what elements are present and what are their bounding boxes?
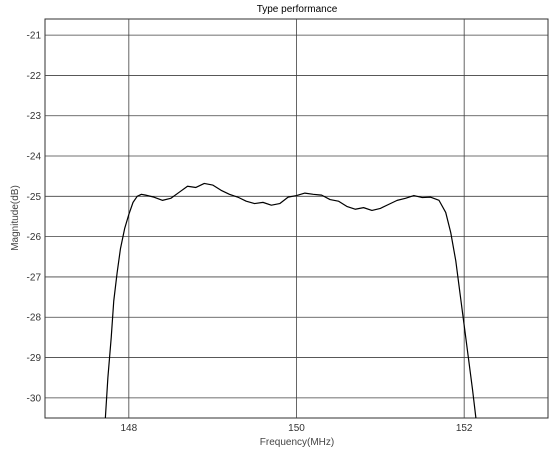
- x-axis-label: Frequency(MHz): [260, 437, 334, 448]
- y-tick-label: -24: [27, 152, 42, 163]
- x-tick-label: 148: [120, 423, 137, 434]
- y-tick-label: -25: [27, 192, 42, 203]
- y-tick-label: -27: [27, 272, 42, 283]
- y-axis-label: Magnitude(dB): [10, 185, 21, 251]
- x-tick-label: 152: [456, 423, 473, 434]
- tick-layer: 148 150 152 -21 -22 -23 -24 -25 -26 -27 -28 -29 -30: [27, 31, 473, 434]
- y-tick-label: -30: [27, 393, 42, 404]
- y-tick-label: -23: [27, 111, 42, 122]
- grid-layer: [45, 19, 548, 418]
- y-tick-label: -29: [27, 353, 42, 364]
- series-line: [104, 182, 477, 419]
- y-tick-label: -21: [27, 31, 42, 42]
- y-tick-label: -22: [27, 71, 42, 82]
- x-tick-label: 150: [288, 423, 305, 434]
- y-tick-label: -26: [27, 232, 42, 243]
- chart-title: Type performance: [257, 4, 338, 15]
- series-layer: [104, 182, 477, 419]
- y-tick-label: -28: [27, 313, 42, 324]
